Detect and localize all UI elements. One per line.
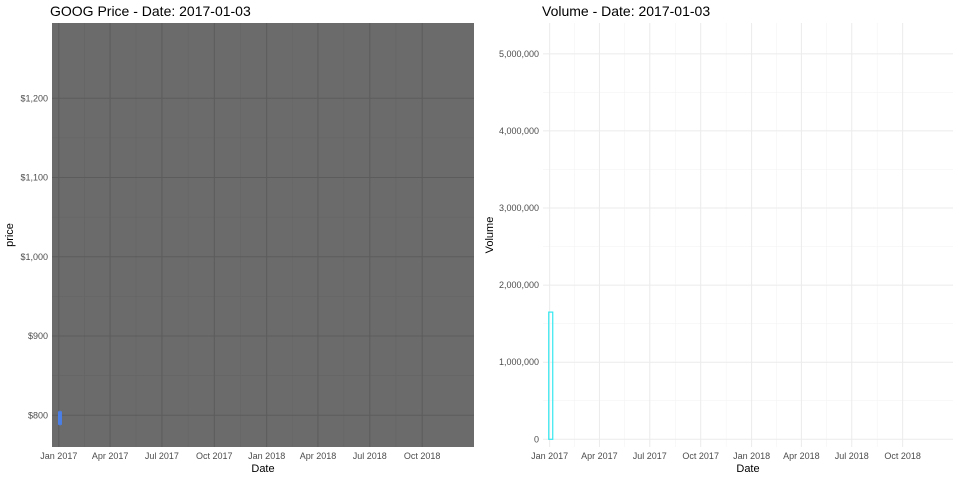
x-tick-label: Apr 2018: [783, 451, 820, 461]
plot-panel: [52, 23, 474, 447]
x-tick-label: Jul 2017: [145, 451, 179, 461]
y-tick-label: 3,000,000: [499, 203, 539, 213]
y-tick-label: 2,000,000: [499, 280, 539, 290]
y-tick-label: $1,000: [20, 252, 48, 262]
y-tick-label: 0: [534, 434, 539, 444]
x-tick-label: Oct 2018: [884, 451, 921, 461]
y-tick-label: $1,200: [20, 93, 48, 103]
x-tick-label: Jul 2018: [835, 451, 869, 461]
x-tick-label: Jul 2017: [633, 451, 667, 461]
volume-bar: [548, 311, 554, 440]
y-tick-label: 1,000,000: [499, 357, 539, 367]
x-tick-label: Jan 2018: [733, 451, 770, 461]
y-tick-label: $800: [28, 410, 48, 420]
x-tick-label: Apr 2017: [581, 451, 618, 461]
x-tick-label: Jul 2018: [353, 451, 387, 461]
y-axis-label: Volume: [484, 217, 496, 254]
x-axis-label: Date: [736, 463, 759, 475]
y-axis-label: price: [4, 223, 16, 247]
x-tick-label: Apr 2017: [92, 451, 129, 461]
x-tick-label: Oct 2018: [404, 451, 441, 461]
x-tick-label: Jan 2017: [40, 451, 77, 461]
y-tick-label: $1,100: [20, 173, 48, 183]
x-tick-label: Oct 2017: [682, 451, 719, 461]
chart0-title: GOOG Price - Date: 2017-01-03: [50, 3, 251, 19]
x-axis-label: Date: [251, 463, 274, 475]
y-tick-label: 5,000,000: [499, 49, 539, 59]
x-tick-label: Apr 2018: [300, 451, 337, 461]
x-tick-label: Jan 2018: [248, 451, 285, 461]
x-tick-label: Jan 2017: [531, 451, 568, 461]
y-tick-label: $900: [28, 331, 48, 341]
chart1-title: Volume - Date: 2017-01-03: [542, 3, 710, 19]
x-tick-label: Oct 2017: [196, 451, 233, 461]
candle-body: [57, 411, 62, 425]
y-tick-label: 4,000,000: [499, 126, 539, 136]
